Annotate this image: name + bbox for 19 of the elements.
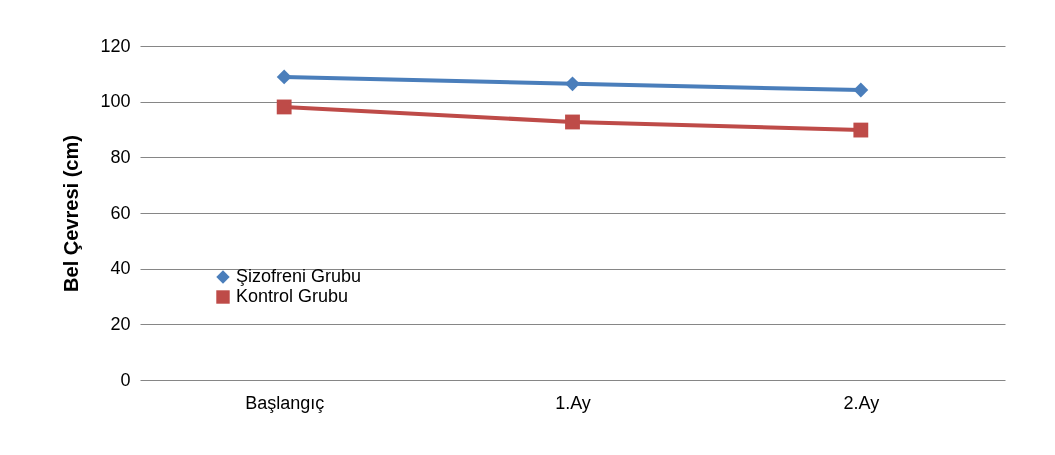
y-tick-label: 0: [120, 369, 131, 390]
x-tick-label: 1.Ay: [555, 392, 591, 413]
point: [565, 114, 580, 130]
point: [853, 122, 869, 138]
y-tick-label: 120: [100, 35, 131, 56]
y-tick-label: 60: [110, 202, 131, 223]
x-tick-label: 2.Ay: [843, 392, 880, 413]
y-tick-label: 40: [110, 258, 131, 279]
y-tick-label: 80: [110, 146, 131, 167]
x-tick-label: Başlangıç: [245, 392, 325, 413]
y-axis-title: Bel Çevresi (cm): [60, 135, 83, 292]
point: [853, 82, 869, 98]
point: [565, 76, 580, 92]
point: [276, 69, 292, 85]
legend-label: Kontrol Grubu: [236, 286, 349, 306]
y-tick-label: 100: [100, 91, 131, 112]
y-tick-label: 20: [110, 313, 131, 334]
point: [276, 99, 292, 115]
legend-label: Şizofreni Grubu: [236, 266, 362, 286]
